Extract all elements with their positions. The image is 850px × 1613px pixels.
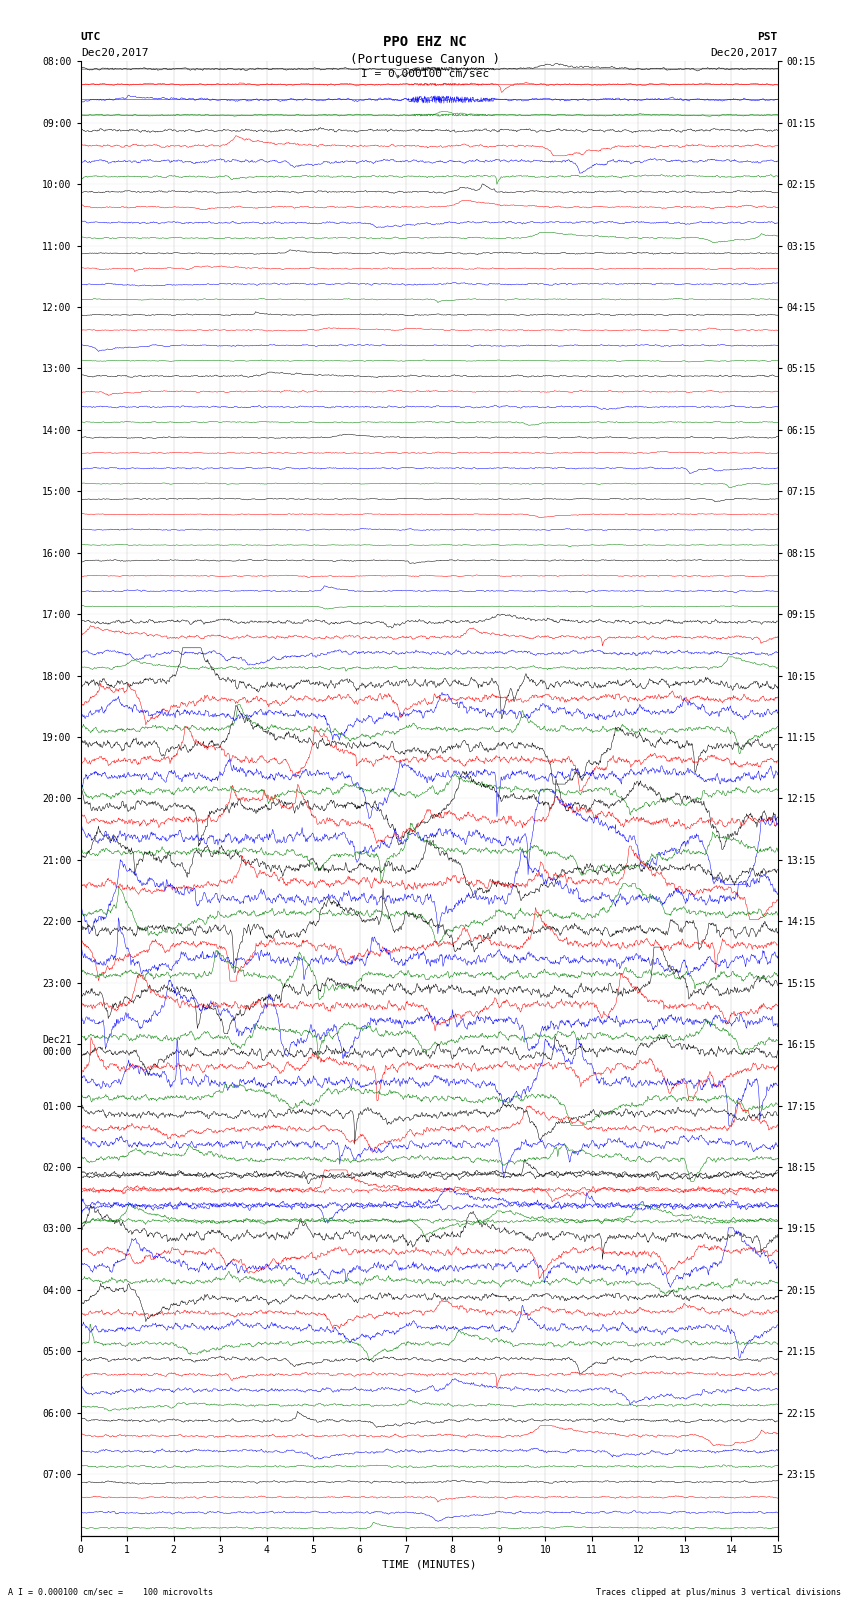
Text: PST: PST — [757, 32, 778, 42]
Text: (Portuguese Canyon ): (Portuguese Canyon ) — [350, 53, 500, 66]
Text: Traces clipped at plus/minus 3 vertical divisions: Traces clipped at plus/minus 3 vertical … — [597, 1587, 842, 1597]
Text: A I = 0.000100 cm/sec =    100 microvolts: A I = 0.000100 cm/sec = 100 microvolts — [8, 1587, 213, 1597]
Text: Dec20,2017: Dec20,2017 — [81, 48, 148, 58]
Text: Dec20,2017: Dec20,2017 — [711, 48, 778, 58]
Text: PPO EHZ NC: PPO EHZ NC — [383, 35, 467, 50]
Text: UTC: UTC — [81, 32, 101, 42]
Text: I = 0.000100 cm/sec: I = 0.000100 cm/sec — [361, 69, 489, 79]
X-axis label: TIME (MINUTES): TIME (MINUTES) — [382, 1560, 477, 1569]
